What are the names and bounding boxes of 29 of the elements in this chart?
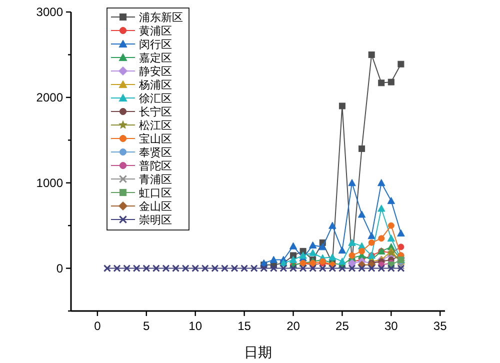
legend-label: 杨浦区 [138,80,172,92]
x-tick-label: 0 [94,319,102,333]
legend-label: 闵行区 [139,39,172,51]
x-tick-label: 30 [384,319,398,333]
x-tick-label: 20 [286,319,300,333]
legend-label: 崇明区 [139,214,172,226]
y-tick-label: 1000 [36,176,64,190]
y-tick-label: 2000 [36,90,64,104]
x-tick-label: 15 [238,319,252,333]
legend-label: 虹口区 [139,188,172,200]
legend-label: 松江区 [139,120,172,132]
legend-label: 徐汇区 [139,93,172,105]
legend-label: 嘉定区 [139,52,172,64]
x-tick-label: 10 [188,319,202,333]
legend-label: 黄浦区 [139,24,172,38]
legend-label: 浦东新区 [139,11,183,24]
legend-label: 金山区 [139,200,172,213]
legend-label: 青浦区 [139,173,172,186]
legend-label: 宝山区 [139,132,172,146]
legend-label: 长宁区 [139,106,172,118]
x-tick-label: 25 [336,319,350,333]
x-tick-label: 5 [143,319,150,333]
legend-label: 静安区 [139,65,172,78]
legend-label: 奉贤区 [139,147,172,159]
x-tick-label: 35 [433,319,448,333]
y-tick-label: 3000 [36,5,64,19]
x-axis-title: 日期 [244,344,272,360]
y-tick-label: 0 [56,261,64,276]
legend-label: 普陀区 [139,160,172,172]
